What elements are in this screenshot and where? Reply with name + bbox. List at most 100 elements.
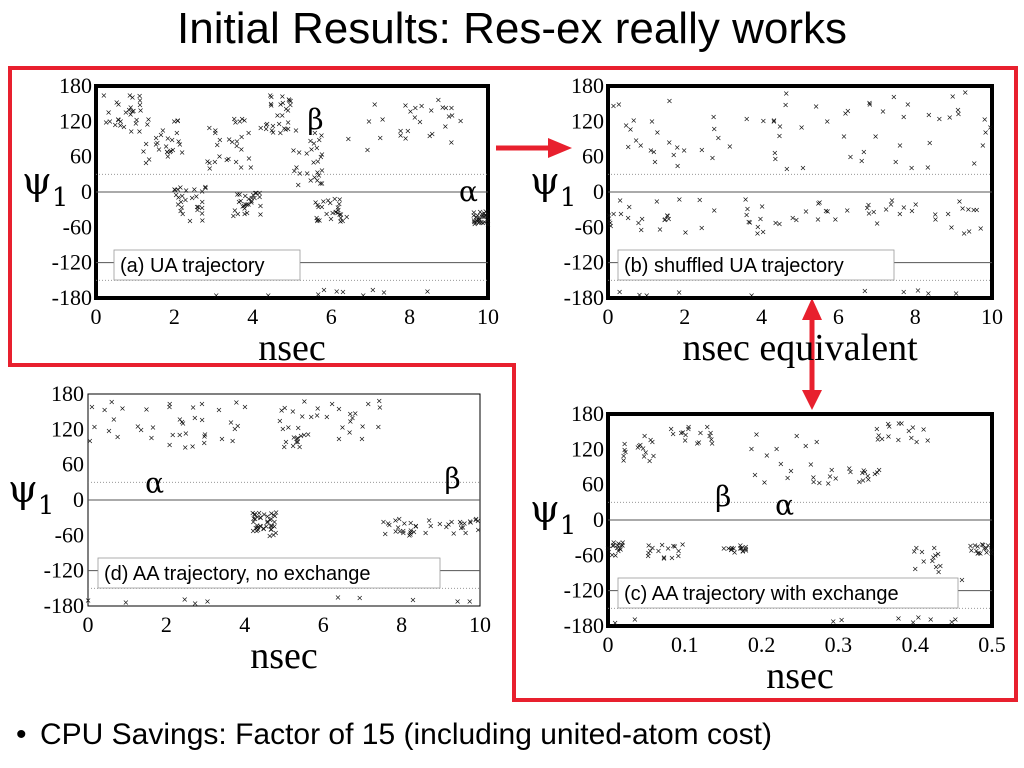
data-point: × bbox=[405, 126, 412, 135]
annotation-alpha: α bbox=[145, 466, 164, 499]
data-point: × bbox=[192, 414, 199, 423]
data-point: × bbox=[959, 576, 966, 585]
data-point: × bbox=[202, 430, 209, 439]
data-point: × bbox=[759, 202, 766, 211]
data-point: × bbox=[866, 209, 873, 218]
data-point: × bbox=[422, 529, 429, 538]
data-point: × bbox=[193, 192, 200, 201]
data-point: × bbox=[474, 211, 481, 220]
data-point: × bbox=[674, 161, 681, 170]
data-point: × bbox=[965, 205, 972, 214]
data-point: × bbox=[728, 546, 735, 555]
data-point: × bbox=[219, 434, 226, 443]
data-point: × bbox=[294, 438, 301, 447]
data-point: × bbox=[314, 168, 321, 177]
data-point: × bbox=[707, 428, 714, 437]
data-point: × bbox=[803, 207, 810, 216]
data-point: × bbox=[728, 545, 735, 554]
data-point: × bbox=[437, 520, 444, 529]
data-point: × bbox=[114, 433, 121, 442]
data-point: × bbox=[144, 120, 151, 129]
data-point: × bbox=[748, 291, 755, 300]
data-point: × bbox=[265, 291, 272, 300]
data-point: × bbox=[127, 110, 134, 119]
data-point: × bbox=[977, 224, 984, 233]
data-point: × bbox=[483, 212, 490, 221]
data-point: × bbox=[793, 216, 800, 225]
data-point: × bbox=[740, 547, 747, 556]
data-point: × bbox=[122, 598, 129, 607]
y-tick-label: 0 bbox=[593, 507, 604, 532]
data-point: × bbox=[755, 222, 762, 231]
data-point: × bbox=[263, 124, 270, 133]
data-point: × bbox=[233, 398, 240, 407]
data-point: × bbox=[956, 197, 963, 206]
data-point: × bbox=[715, 133, 722, 142]
data-point: × bbox=[924, 163, 931, 172]
data-point: × bbox=[650, 452, 657, 461]
data-point: × bbox=[856, 478, 863, 487]
data-point: × bbox=[113, 98, 120, 107]
data-point: × bbox=[730, 544, 737, 553]
data-point: × bbox=[966, 227, 973, 236]
data-point: × bbox=[234, 190, 241, 199]
data-point: × bbox=[973, 206, 980, 215]
data-point: × bbox=[169, 430, 176, 439]
x-tick-label: 10 bbox=[469, 612, 491, 637]
data-point: × bbox=[307, 136, 314, 145]
data-point: × bbox=[232, 118, 239, 127]
data-point: × bbox=[473, 216, 480, 225]
data-point: × bbox=[476, 217, 483, 226]
frame-line-top bbox=[8, 66, 1018, 70]
data-point: × bbox=[682, 228, 689, 237]
data-point: × bbox=[294, 433, 301, 442]
data-point: × bbox=[979, 540, 986, 549]
data-point: × bbox=[164, 152, 171, 161]
data-point: × bbox=[238, 163, 245, 172]
data-point: × bbox=[478, 218, 485, 227]
chart-panel-d: 180 120 60 0 -60 -120 -180 0 2 4 6 8 10 ψ1 nsec × × × × × × ×… bbox=[0, 381, 510, 677]
data-point: × bbox=[380, 518, 387, 527]
data-point: × bbox=[263, 522, 270, 531]
data-point: × bbox=[173, 190, 180, 199]
data-point: × bbox=[892, 158, 899, 167]
data-point: × bbox=[169, 136, 176, 145]
data-point: × bbox=[242, 191, 249, 200]
data-point: × bbox=[276, 416, 283, 425]
data-point: × bbox=[670, 542, 677, 551]
data-point: × bbox=[356, 594, 363, 603]
data-point: × bbox=[473, 514, 480, 523]
x-tick-label: 8 bbox=[396, 612, 407, 637]
panel-label: (d) AA trajectory, no exchange bbox=[104, 563, 370, 585]
data-point: × bbox=[648, 146, 655, 155]
x-tick-label: 6 bbox=[326, 304, 337, 329]
data-point: × bbox=[304, 169, 311, 178]
data-point: × bbox=[106, 117, 113, 126]
data-point: × bbox=[412, 522, 419, 531]
chart-panel-b: 180 120 60 0 -60 -120 -180 0 2 4 6 8 10 ψ1 nsec equiva… bbox=[520, 73, 1020, 369]
data-point: × bbox=[731, 548, 738, 557]
y-tick-label: 180 bbox=[571, 73, 604, 98]
data-point: × bbox=[932, 215, 939, 224]
data-point: × bbox=[617, 196, 624, 205]
data-point: × bbox=[948, 618, 955, 627]
data-point: × bbox=[257, 124, 264, 133]
data-point: × bbox=[264, 119, 271, 128]
data-point: × bbox=[813, 102, 820, 111]
panel-label-box bbox=[617, 577, 959, 609]
data-point: × bbox=[610, 101, 617, 110]
data-point: × bbox=[182, 429, 189, 438]
data-point: × bbox=[874, 468, 881, 477]
data-point: × bbox=[254, 521, 261, 530]
data-point: × bbox=[242, 200, 249, 209]
data-point: × bbox=[174, 117, 181, 126]
frame-line-left bbox=[8, 66, 12, 366]
y-tick-label: -180 bbox=[564, 285, 604, 310]
data-point: × bbox=[670, 429, 677, 438]
data-point: × bbox=[763, 451, 770, 460]
data-point: × bbox=[727, 142, 734, 151]
data-point: × bbox=[365, 399, 372, 408]
data-point: × bbox=[314, 216, 321, 225]
data-point: × bbox=[413, 522, 420, 531]
data-point: × bbox=[484, 216, 491, 225]
